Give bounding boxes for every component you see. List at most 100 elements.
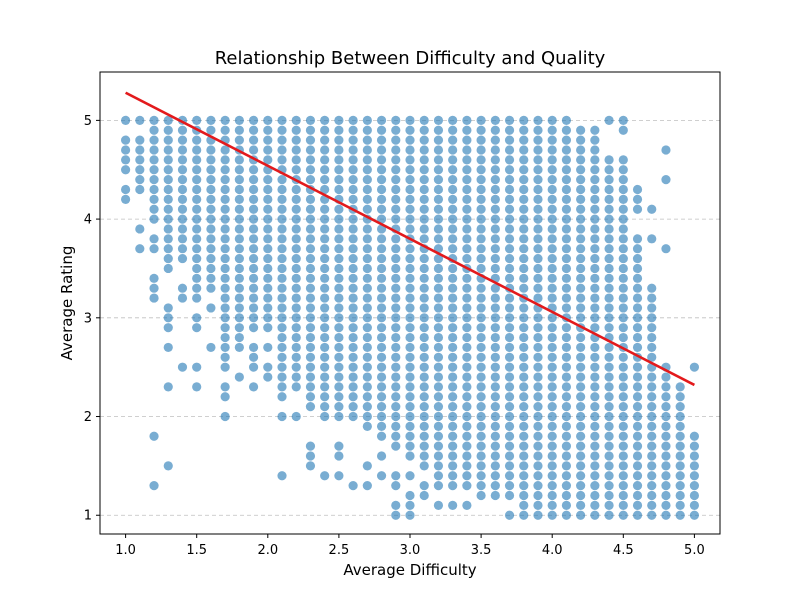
data-point bbox=[248, 194, 259, 204]
data-point bbox=[632, 184, 643, 195]
data-point bbox=[234, 184, 244, 195]
data-point bbox=[362, 253, 372, 264]
data-point bbox=[405, 115, 415, 125]
data-point bbox=[476, 490, 486, 501]
data-point bbox=[362, 461, 372, 471]
data-point bbox=[248, 125, 259, 135]
data-point bbox=[291, 283, 301, 293]
data-point bbox=[391, 175, 401, 185]
data-point bbox=[504, 352, 515, 362]
data-point bbox=[362, 303, 372, 313]
data-point bbox=[476, 175, 486, 185]
data-point bbox=[291, 244, 301, 254]
data-point bbox=[448, 372, 458, 382]
data-point bbox=[405, 362, 415, 372]
data-point bbox=[433, 362, 444, 372]
data-point bbox=[220, 194, 230, 204]
data-point bbox=[618, 125, 628, 135]
data-point bbox=[291, 342, 301, 353]
data-point bbox=[391, 362, 401, 372]
data-point bbox=[519, 145, 529, 155]
y-tick-label: 3 bbox=[84, 311, 92, 326]
data-point bbox=[519, 175, 529, 185]
data-point bbox=[234, 313, 244, 323]
data-point bbox=[448, 263, 458, 274]
data-point bbox=[433, 224, 444, 234]
data-point bbox=[647, 441, 657, 451]
data-point bbox=[604, 214, 614, 224]
data-point bbox=[462, 451, 472, 461]
data-point bbox=[675, 471, 685, 481]
data-point bbox=[391, 115, 401, 125]
data-point bbox=[376, 184, 387, 195]
data-point bbox=[533, 204, 543, 214]
data-point bbox=[192, 135, 202, 145]
data-point bbox=[519, 263, 529, 274]
data-point bbox=[519, 135, 529, 145]
data-point bbox=[220, 224, 230, 234]
data-point bbox=[149, 293, 159, 303]
y-axis-ticks: 1 2 3 4 5 bbox=[84, 114, 100, 524]
data-point bbox=[391, 204, 401, 214]
data-point bbox=[561, 402, 572, 412]
data-point bbox=[305, 352, 316, 362]
data-point bbox=[476, 461, 486, 471]
data-point bbox=[376, 332, 387, 343]
data-point bbox=[604, 402, 614, 412]
data-point bbox=[177, 135, 188, 145]
data-point bbox=[675, 392, 685, 402]
data-point bbox=[590, 273, 600, 283]
data-point bbox=[533, 145, 543, 155]
data-point bbox=[391, 293, 401, 303]
data-point bbox=[305, 155, 316, 165]
data-point bbox=[305, 175, 316, 185]
data-point bbox=[163, 204, 173, 214]
data-point bbox=[462, 145, 472, 155]
data-point bbox=[675, 451, 685, 461]
data-point bbox=[263, 155, 273, 165]
data-point bbox=[661, 411, 671, 422]
data-point bbox=[632, 273, 643, 283]
data-point bbox=[433, 204, 444, 214]
data-point bbox=[604, 313, 614, 323]
data-point bbox=[504, 382, 515, 392]
data-point bbox=[576, 490, 586, 501]
data-point bbox=[647, 510, 657, 520]
data-point bbox=[135, 145, 145, 155]
data-point bbox=[206, 204, 216, 214]
data-point bbox=[320, 234, 330, 244]
data-point bbox=[320, 402, 330, 412]
data-point bbox=[476, 392, 486, 402]
data-point bbox=[504, 471, 515, 481]
data-point bbox=[632, 481, 643, 491]
data-point bbox=[647, 332, 657, 343]
data-point bbox=[576, 441, 586, 451]
data-point bbox=[490, 342, 500, 353]
data-point bbox=[561, 421, 572, 431]
data-point bbox=[405, 293, 415, 303]
data-point bbox=[163, 382, 173, 392]
data-point bbox=[163, 303, 173, 313]
data-point bbox=[277, 204, 287, 214]
data-point bbox=[135, 115, 145, 125]
data-point bbox=[234, 234, 244, 244]
data-point bbox=[263, 234, 273, 244]
data-point bbox=[391, 471, 401, 481]
data-point bbox=[547, 461, 557, 471]
data-point bbox=[177, 253, 188, 264]
data-point bbox=[234, 342, 244, 353]
data-point bbox=[305, 283, 316, 293]
data-point bbox=[248, 273, 259, 283]
data-point bbox=[448, 332, 458, 343]
data-point bbox=[632, 510, 643, 520]
data-point bbox=[320, 392, 330, 402]
data-point bbox=[277, 342, 287, 353]
data-point bbox=[177, 362, 188, 372]
data-point bbox=[234, 372, 244, 382]
data-point bbox=[632, 402, 643, 412]
data-point bbox=[362, 204, 372, 214]
data-point bbox=[348, 244, 358, 254]
data-point bbox=[376, 125, 387, 135]
data-point bbox=[519, 273, 529, 283]
